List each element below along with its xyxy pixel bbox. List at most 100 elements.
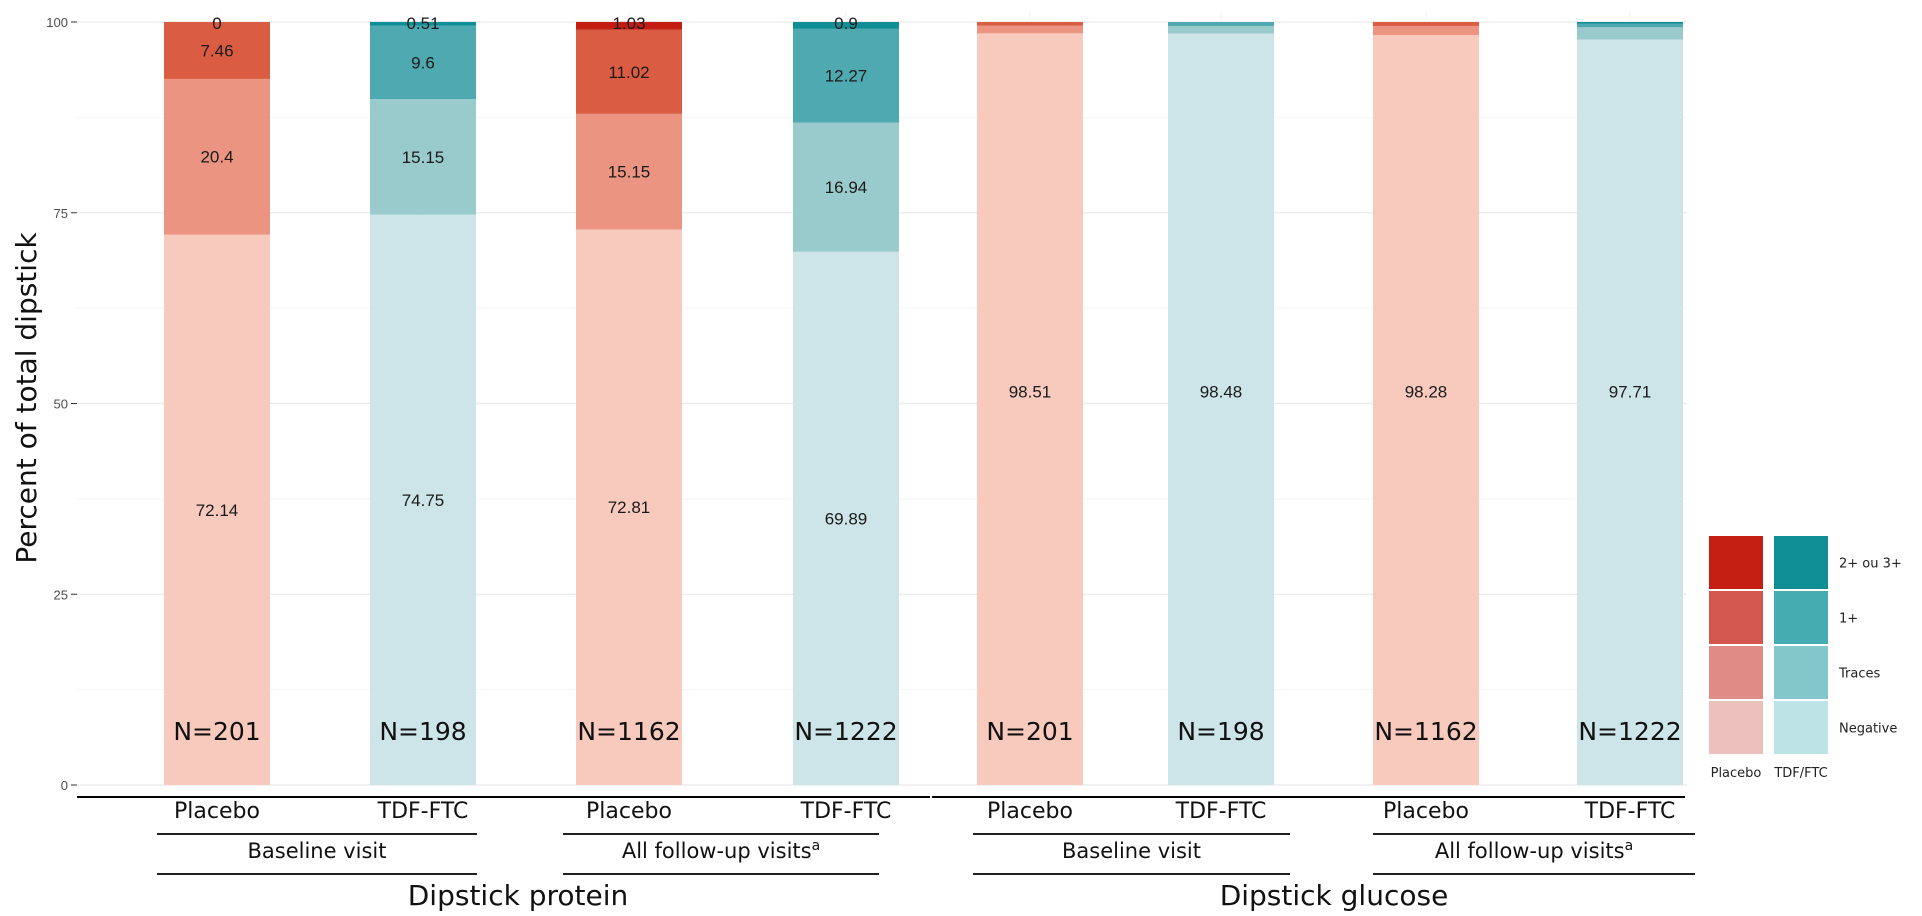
data-label: 16.94 <box>825 178 868 197</box>
legend-column-label: TDF/FTC <box>1773 766 1827 781</box>
legend: 2+ ou 3+ 1+ Traces Negative Placebo TDF/FTC <box>1709 536 1902 781</box>
bar-category-label: Placebo <box>586 799 672 824</box>
bar-category-label: Placebo <box>174 799 260 824</box>
data-label: 98.48 <box>1200 383 1243 402</box>
bar-segment <box>977 25 1083 34</box>
data-label: 9.6 <box>411 53 435 72</box>
data-label: 72.81 <box>608 498 651 517</box>
bar-segment <box>370 25 476 100</box>
bar-segment <box>1373 22 1479 26</box>
bar-segment <box>164 78 270 235</box>
y-tick-label: 0 <box>61 778 68 793</box>
y-tick-label: 75 <box>54 206 68 221</box>
bar-segment <box>370 21 476 26</box>
data-label: 15.15 <box>402 148 445 167</box>
data-label: 98.51 <box>1009 383 1052 402</box>
group-label-superscript: a <box>812 838 821 854</box>
legend-row-label: 2+ ou 3+ <box>1839 557 1902 572</box>
legend-swatch-tdf <box>1774 646 1828 699</box>
legend-row-label: 1+ <box>1839 612 1858 627</box>
bar-segment <box>793 122 899 252</box>
legend-row-label: Negative <box>1839 722 1897 737</box>
n-label: N=198 <box>1177 717 1264 746</box>
n-label: N=1162 <box>1374 717 1477 746</box>
panel-label: Dipstick glucose <box>1220 879 1449 912</box>
panel-label: Dipstick protein <box>408 879 629 912</box>
data-label: 12.27 <box>825 67 868 86</box>
bar-segment <box>1577 22 1683 24</box>
legend-swatch-placebo <box>1709 536 1763 589</box>
group-label-text: All follow-up visits <box>622 839 812 863</box>
data-label: 98.28 <box>1405 383 1448 402</box>
bar-segment <box>1577 23 1683 28</box>
n-label: N=198 <box>379 717 466 746</box>
bar-category-label: TDF-FTC <box>377 799 469 824</box>
bar-segment <box>1577 27 1683 40</box>
bar-segment <box>576 113 682 230</box>
data-label: 0.51 <box>406 14 439 33</box>
data-label: 15.15 <box>608 163 651 182</box>
y-axis: 0 25 50 75 100 <box>46 15 77 793</box>
legend-swatch-tdf <box>1774 591 1828 644</box>
bar-segment <box>370 99 476 215</box>
x-axis: Placebo TDF-FTC Baseline visit Placebo TDF-F… <box>77 796 1695 912</box>
legend-swatch-tdf <box>1774 701 1828 754</box>
bar-category-label: Placebo <box>1383 799 1469 824</box>
bar-segment <box>793 28 899 123</box>
legend-row-label: Traces <box>1838 667 1880 682</box>
data-label: 97.71 <box>1609 383 1652 402</box>
bar-segment <box>977 22 1083 26</box>
group-label-text: Baseline visit <box>248 839 387 863</box>
bar-category-label: TDF-FTC <box>1584 799 1676 824</box>
bar-category-label: TDF-FTC <box>1175 799 1267 824</box>
data-label: 20.4 <box>200 148 233 167</box>
y-axis-label: Percent of total dipstick <box>10 232 43 564</box>
bar-segment <box>1577 39 1683 785</box>
group-label-text: All follow-up visits <box>1435 839 1625 863</box>
data-label: 11.02 <box>608 63 649 82</box>
bar-segment <box>977 33 1083 785</box>
n-label: N=1162 <box>577 717 680 746</box>
bar-category-label: TDF-FTC <box>800 799 892 824</box>
n-label: N=201 <box>173 717 260 746</box>
bar-segment <box>1168 25 1274 34</box>
y-tick-label: 50 <box>54 397 68 412</box>
data-label: 74.75 <box>402 491 445 510</box>
bar-segment <box>576 229 682 785</box>
legend-swatch-tdf <box>1774 536 1828 589</box>
legend-column-label: Placebo <box>1711 766 1762 781</box>
group-label-text: Baseline visit <box>1062 839 1201 863</box>
n-label: N=201 <box>986 717 1073 746</box>
bars: 72.14 20.4 7.46 0 N=201 74.75 15.15 9.6 0.51 N=19… <box>164 14 1683 786</box>
y-tick-label: 25 <box>54 587 68 602</box>
n-label: N=1222 <box>1578 717 1681 746</box>
group-label: All follow-up visitsa <box>622 838 820 863</box>
data-label: 1.03 <box>612 14 645 33</box>
legend-swatch-placebo <box>1709 591 1763 644</box>
group-label: Baseline visit <box>248 839 387 863</box>
legend-swatch-placebo <box>1709 701 1763 754</box>
data-label: 0.9 <box>834 14 858 33</box>
data-label: 69.89 <box>825 509 868 528</box>
legend-swatch-placebo <box>1709 646 1763 699</box>
bar-segment <box>1168 33 1274 786</box>
bar-segment <box>1373 35 1479 786</box>
bar-segment <box>1373 25 1479 36</box>
data-label: 7.46 <box>200 41 233 60</box>
group-label-superscript: a <box>1625 838 1634 854</box>
group-label: All follow-up visitsa <box>1435 838 1633 863</box>
bar-segment <box>793 22 899 29</box>
y-tick-label: 100 <box>46 15 68 30</box>
data-label: 72.14 <box>196 501 239 520</box>
bar-category-label: Placebo <box>987 799 1073 824</box>
bar-segment <box>793 251 899 785</box>
bar-segment <box>164 234 270 786</box>
bar-segment <box>576 21 682 30</box>
n-label: N=1222 <box>794 717 897 746</box>
group-label: Baseline visit <box>1062 839 1201 863</box>
bar-segment <box>576 29 682 114</box>
data-label: 0 <box>212 14 221 33</box>
bar-segment <box>164 22 270 79</box>
bar-segment <box>370 214 476 786</box>
